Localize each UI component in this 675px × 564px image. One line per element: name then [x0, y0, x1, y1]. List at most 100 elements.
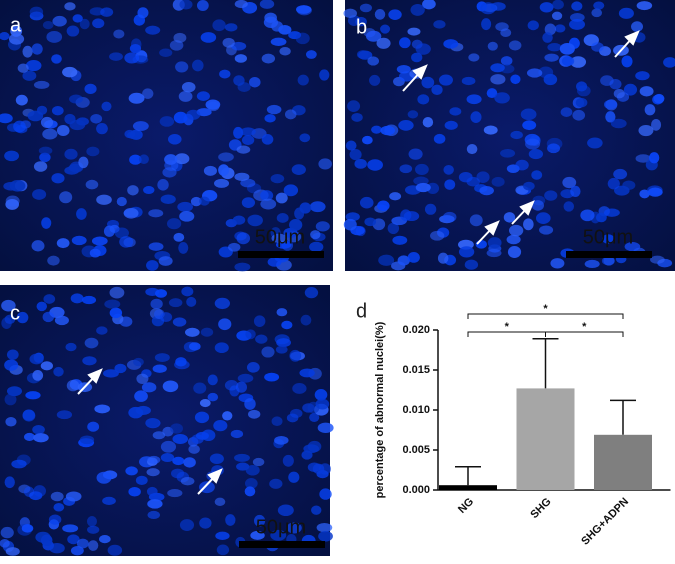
nucleus — [433, 133, 446, 144]
nucleus — [314, 389, 328, 401]
nucleus — [371, 125, 382, 134]
nucleus — [64, 2, 76, 11]
nucleus — [374, 9, 386, 20]
nucleus — [199, 517, 212, 529]
nucleus — [316, 522, 333, 533]
nucleus — [228, 242, 241, 252]
nucleus — [127, 185, 139, 196]
nucleus — [291, 164, 306, 175]
nucleus — [399, 164, 413, 174]
y-tick-label: 0.015 — [402, 364, 430, 376]
nucleus — [15, 94, 28, 106]
nucleus — [275, 345, 288, 354]
nucleus — [603, 208, 620, 217]
nucleus — [164, 154, 178, 165]
nucleus — [96, 123, 108, 135]
nucleus — [48, 514, 62, 525]
nucleus — [468, 53, 480, 62]
nucleus — [244, 478, 258, 489]
nucleus — [244, 398, 256, 410]
nucleus — [1, 299, 16, 312]
nucleus — [109, 52, 123, 61]
nucleus — [172, 456, 185, 466]
nucleus — [259, 0, 275, 9]
nucleus — [172, 317, 187, 327]
nucleus — [542, 32, 553, 43]
nucleus — [319, 69, 330, 81]
nucleus — [623, 83, 638, 96]
nucleus — [222, 37, 235, 48]
nucleus — [486, 248, 502, 258]
nucleus — [174, 153, 190, 165]
nucleus — [283, 184, 299, 197]
nucleus — [527, 20, 539, 31]
nucleus — [213, 419, 228, 432]
nucleus — [587, 137, 603, 149]
nucleus — [299, 202, 312, 214]
nucleus — [5, 195, 20, 207]
x-tick-label: SHG — [528, 496, 553, 521]
nucleus — [286, 522, 302, 534]
nucleus — [13, 120, 26, 133]
nucleus — [591, 8, 603, 18]
nucleus — [99, 535, 111, 544]
nucleus — [212, 19, 226, 32]
nucleus — [399, 37, 411, 49]
nucleus — [591, 42, 604, 52]
nucleus — [570, 56, 587, 68]
nucleus — [6, 349, 19, 360]
nucleus — [309, 241, 324, 253]
nucleus — [147, 455, 161, 464]
nucleus — [49, 542, 65, 554]
nucleus — [65, 342, 77, 352]
nucleus — [378, 254, 395, 266]
nucleus — [124, 52, 140, 64]
nucleus — [437, 252, 449, 264]
nucleus — [479, 186, 494, 196]
nucleus — [6, 386, 23, 397]
nucleus — [102, 496, 116, 505]
nucleus — [415, 43, 431, 55]
nucleus — [40, 534, 53, 547]
nucleus — [22, 410, 36, 422]
nucleus — [129, 154, 142, 165]
scale-bar — [566, 251, 652, 258]
nucleus — [224, 380, 239, 391]
nucleus — [315, 221, 330, 232]
nucleus — [53, 502, 65, 512]
nucleus — [159, 48, 173, 57]
nucleus — [62, 524, 79, 533]
nucleus — [225, 514, 236, 526]
nucleus — [146, 260, 159, 271]
nucleus — [179, 0, 193, 10]
nucleus — [507, 246, 522, 258]
nucleus — [154, 353, 170, 362]
nucleus — [407, 252, 420, 263]
nucleus — [431, 84, 443, 95]
nucleus — [570, 185, 581, 197]
nucleus — [31, 43, 43, 55]
nucleus — [547, 43, 562, 52]
nucleus — [430, 230, 445, 241]
nucleus — [263, 16, 279, 29]
nucleus — [184, 327, 200, 337]
nucleus — [551, 11, 563, 21]
nucleus — [66, 379, 80, 392]
nucleus — [415, 182, 431, 193]
nucleus — [515, 159, 529, 171]
nucleus — [29, 6, 44, 18]
nucleus — [234, 453, 250, 462]
nucleus — [523, 181, 535, 191]
nucleus — [318, 158, 332, 170]
nucleus — [214, 342, 229, 354]
nucleus — [25, 60, 42, 72]
nucleus — [607, 177, 620, 190]
nucleus — [240, 127, 256, 136]
nucleus — [510, 74, 521, 85]
nucleus — [186, 109, 201, 120]
nucleus — [166, 218, 182, 230]
nucleus — [248, 409, 261, 419]
nucleus — [539, 225, 554, 235]
nucleus — [603, 99, 618, 110]
